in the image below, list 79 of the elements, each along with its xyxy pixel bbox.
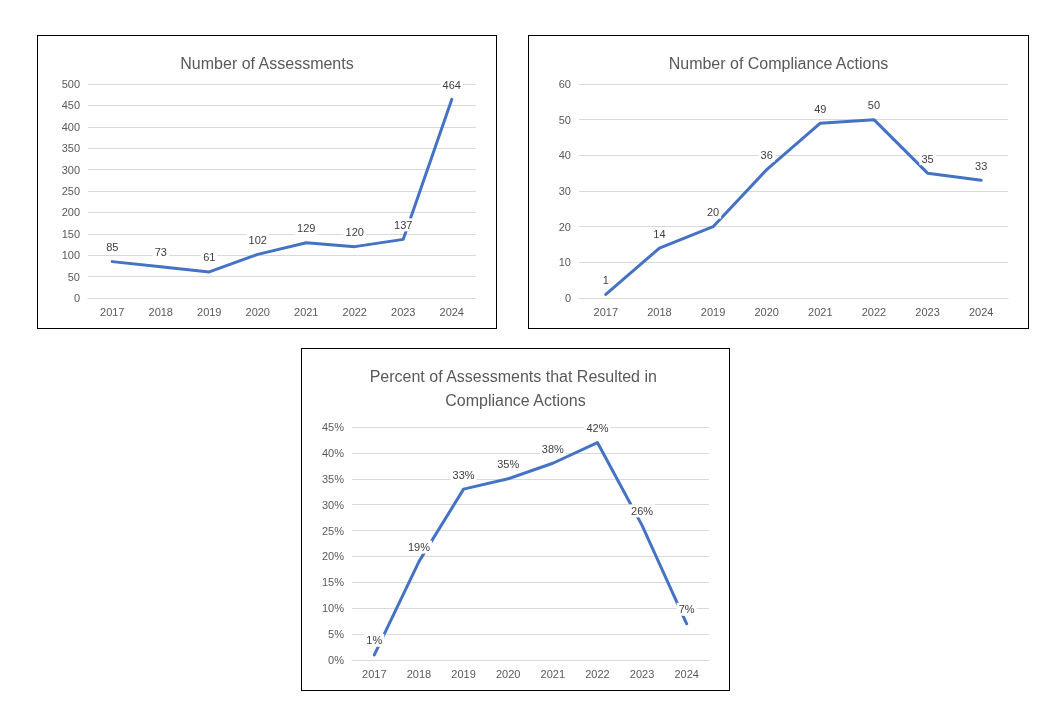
x-tick-label: 2020 [245,305,270,318]
x-tick-label: 2022 [861,305,887,318]
x-tick-label: 2019 [451,667,476,680]
y-tick-label: 200 [61,206,80,219]
data-label: 36 [760,149,773,162]
y-tick-label: 20 [558,220,571,233]
x-tick-label: 2017 [593,305,619,318]
x-tick-label: 2023 [391,305,416,318]
y-tick-label: 40% [321,446,345,459]
y-tick-label: 15% [321,576,345,589]
y-tick-label: 35% [321,472,345,485]
x-tick-label: 2021 [808,305,833,318]
y-tick-label: 250 [61,185,80,197]
y-tick-label: 500 [61,78,80,90]
y-tick-label: 20% [321,550,345,563]
x-tick-label: 2021 [540,667,566,680]
data-label: 102 [248,233,267,246]
y-tick-label: 30 [558,185,571,197]
x-tick-label: 2022 [585,667,610,680]
y-tick-label: 50 [67,270,80,283]
y-tick-label: 60 [558,78,571,90]
data-label: 26% [631,504,654,517]
x-tick-label: 2020 [754,305,779,318]
x-tick-label: 2024 [674,667,699,680]
data-label: 129 [297,222,316,235]
x-tick-label: 2018 [647,305,672,318]
y-tick-label: 10% [321,602,345,615]
chart-title: Number of Assessments [180,54,354,72]
data-label: 33% [452,468,475,481]
data-label: 1% [366,634,383,647]
data-label: 61 [203,251,216,264]
x-tick-label: 2022 [342,305,367,318]
x-tick-label: 2024 [968,305,994,318]
data-label: 464 [442,78,461,91]
y-tick-label: 450 [61,99,80,112]
y-tick-label: 30% [321,498,345,511]
data-label: 35% [497,458,520,471]
x-tick-label: 2021 [294,305,319,318]
data-label: 120 [345,226,364,239]
y-tick-label: 50 [558,113,571,126]
x-tick-label: 2024 [439,305,464,318]
data-label: 85 [106,241,119,254]
data-label: 137 [394,218,413,231]
y-tick-label: 45% [321,421,345,433]
x-tick-label: 2019 [700,305,726,318]
data-label: 14 [653,227,666,240]
chart-title: Number of Compliance Actions [668,54,889,72]
data-label: 35 [921,152,934,165]
x-tick-label: 2023 [629,667,655,680]
y-tick-label: 300 [61,163,80,176]
x-tick-label: 2019 [197,305,222,318]
y-tick-label: 400 [61,120,80,133]
data-label: 49 [814,102,827,115]
data-label: 42% [586,422,609,435]
y-tick-label: 100 [61,249,80,262]
x-tick-label: 2017 [100,305,125,318]
y-tick-label: 0% [328,654,345,666]
data-label: 1 [602,273,609,286]
chart-title: Percent of Assessments that Resulted in Compliance Actions [369,367,662,409]
y-tick-label: 10 [558,256,571,269]
data-label: 33 [975,159,988,172]
y-tick-label: 150 [61,227,80,240]
y-tick-label: 0 [564,292,571,304]
x-tick-label: 2017 [362,667,387,680]
y-tick-label: 25% [321,524,345,537]
x-tick-label: 2023 [915,305,940,318]
data-label: 38% [541,442,565,455]
data-label: 50 [867,99,881,112]
data-label: 7% [678,603,695,616]
x-tick-label: 2020 [495,667,521,680]
y-tick-label: 0 [73,292,80,304]
data-label: 73 [154,246,167,259]
data-label: 20 [706,206,720,219]
y-tick-label: 5% [328,628,345,641]
y-tick-label: 350 [61,142,80,155]
x-tick-label: 2018 [148,305,173,318]
x-tick-label: 2018 [406,667,432,680]
y-tick-label: 40 [558,149,571,162]
data-label: 19% [407,541,431,554]
